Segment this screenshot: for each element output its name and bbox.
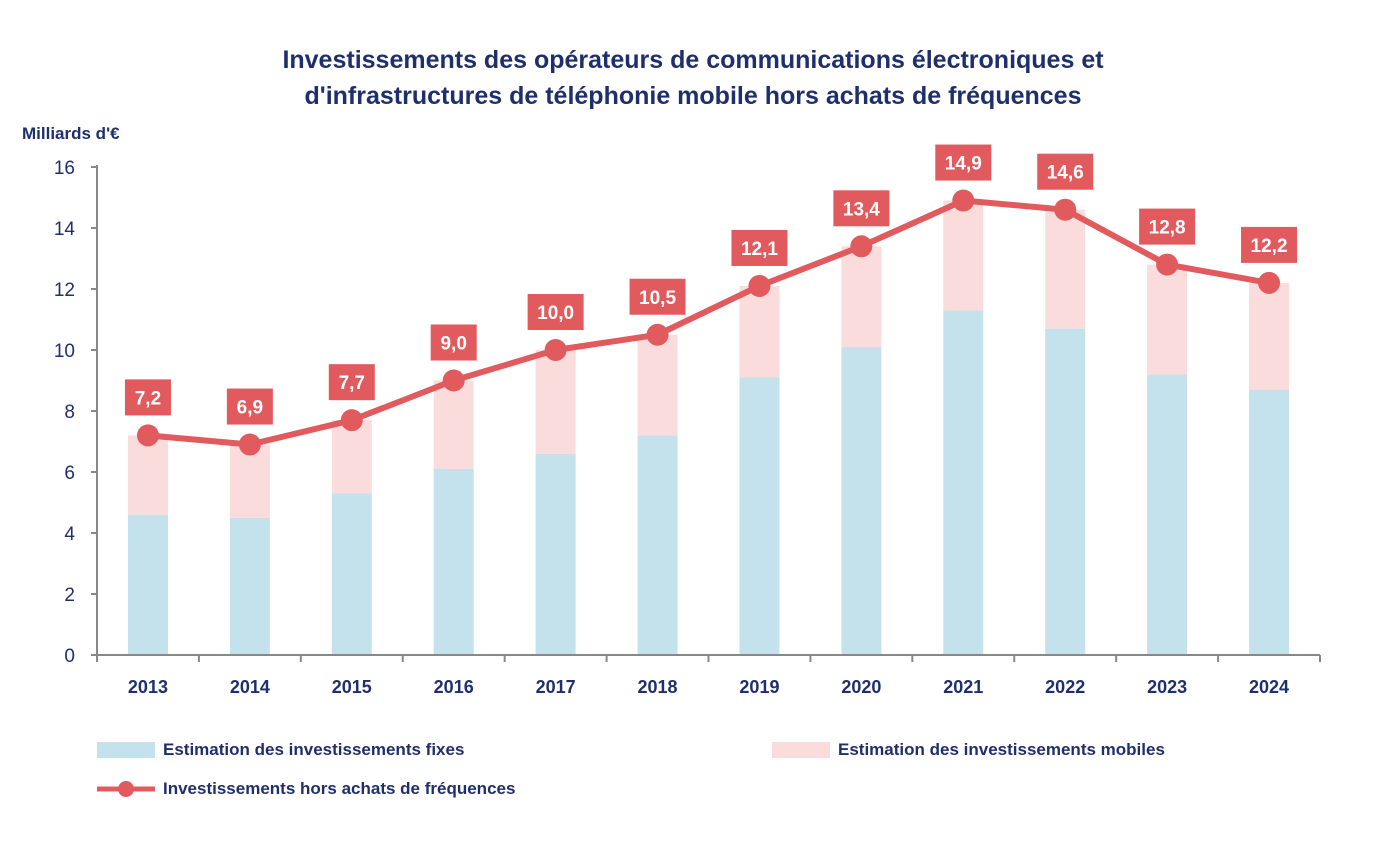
data-label: 7,7 [339,373,365,394]
data-label: 10,0 [537,303,574,324]
bar-fixed-2023 [1147,374,1188,655]
x-tick-label: 2022 [1045,677,1085,697]
bar-mobile-2013 [127,435,168,515]
line-point-2018 [646,323,669,346]
data-label-box [527,294,584,330]
data-label-box [430,324,477,361]
x-tick-label: 2024 [1249,677,1289,697]
bar-fixed-2015 [331,493,372,655]
chart-title-line2: d'infrastructures de téléphonie mobile h… [304,82,1082,110]
bar-fixed-2021 [943,310,984,655]
legend-swatch-fixed [97,742,155,758]
x-tick-label: 2016 [434,677,474,697]
data-label: 12,1 [741,239,778,260]
bar-mobile-2021 [943,200,984,311]
data-label: 9,0 [440,334,466,355]
x-tick-label: 2014 [230,677,270,697]
data-label: 12,2 [1251,236,1288,257]
line-point-2017 [544,339,567,361]
data-label-box [1037,153,1094,190]
data-label-box [1139,208,1196,245]
bar-mobile-2015 [331,420,372,494]
chart-title-line1: Investissements des opérateurs de commun… [282,46,1104,74]
line-series [147,197,1270,448]
data-label-box [226,388,273,425]
y-tick-label: 16 [54,158,75,179]
line-point-2015 [340,409,363,432]
y-tick-label: 6 [64,463,75,484]
data-label-box [731,229,788,266]
bar-fixed-2016 [433,468,474,655]
y-tick-label: 2 [64,585,75,606]
bar-mobile-2014 [229,444,270,518]
data-label: 10,5 [639,288,676,309]
x-tick-label: 2018 [638,677,678,697]
legend-item-line: Investissements hors achats de fréquence… [97,779,515,799]
x-tick-label: 2020 [841,677,881,697]
bar-mobile-2017 [535,350,576,454]
bar-mobile-2020 [841,246,882,347]
data-label: 14,9 [945,154,982,175]
y-tick-label: 10 [54,341,75,362]
bar-fixed-2024 [1249,389,1290,655]
data-label: 6,9 [237,398,263,419]
line-point-2021 [952,189,975,212]
x-tick-label: 2021 [943,677,983,697]
bar-fixed-2018 [637,435,678,655]
line-point-2020 [850,235,873,258]
line-point-2013 [136,424,159,447]
bar-fixed-2019 [739,377,780,655]
data-label: 14,6 [1047,163,1084,184]
bar-mobile-2019 [739,285,780,378]
y-tick-label: 0 [64,646,75,667]
data-label-box [1241,226,1298,263]
legend-label-mobile: Estimation des investissements mobiles [838,740,1165,759]
bar-mobile-2023 [1147,264,1188,375]
x-tick-label: 2023 [1147,677,1187,697]
line-point-2022 [1054,198,1077,221]
bar-fixed-2013 [127,514,168,655]
line-point-2014 [238,433,261,456]
x-tick-label: 2015 [332,677,372,697]
legend-item-fixed: Estimation des investissements fixes [97,740,464,760]
bar-fixed-2022 [1045,328,1086,655]
data-label-box [629,278,686,315]
x-tick-label: 2019 [739,677,779,697]
data-label: 7,2 [135,388,161,409]
y-tick-label: 4 [64,524,75,545]
chart-title: Investissements des opérateurs de commun… [0,42,1386,114]
line-point-2019 [748,274,771,297]
y-tick-label: 12 [54,280,75,301]
y-tick-label: 14 [54,219,76,240]
data-label-box [833,190,890,227]
data-label-box [935,144,992,181]
data-label-box [328,364,375,401]
y-axis-label: Milliards d'€ [22,124,120,143]
x-tick-label: 2017 [536,677,576,697]
bar-fixed-2017 [535,453,576,655]
bar-fixed-2020 [841,346,882,655]
x-tick-label: 2013 [128,677,168,697]
line-point-2024 [1258,271,1281,294]
data-label-box [124,379,171,416]
legend-label-line: Investissements hors achats de fréquence… [163,779,516,798]
line-point-2023 [1156,253,1179,276]
line-point-2016 [442,369,465,392]
bar-mobile-2024 [1249,282,1290,390]
bar-fixed-2014 [229,517,270,655]
legend-swatch-line [97,781,155,797]
bar-mobile-2018 [637,334,678,436]
legend-item-mobile: Estimation des investissements mobiles [772,740,1165,760]
legend-label-fixed: Estimation des investissements fixes [163,740,465,759]
data-label: 13,4 [843,199,880,220]
legend-swatch-mobile [772,742,830,758]
data-label: 12,8 [1149,218,1186,239]
y-tick-label: 8 [64,402,75,423]
bar-mobile-2016 [433,380,474,469]
bar-mobile-2022 [1045,209,1086,329]
